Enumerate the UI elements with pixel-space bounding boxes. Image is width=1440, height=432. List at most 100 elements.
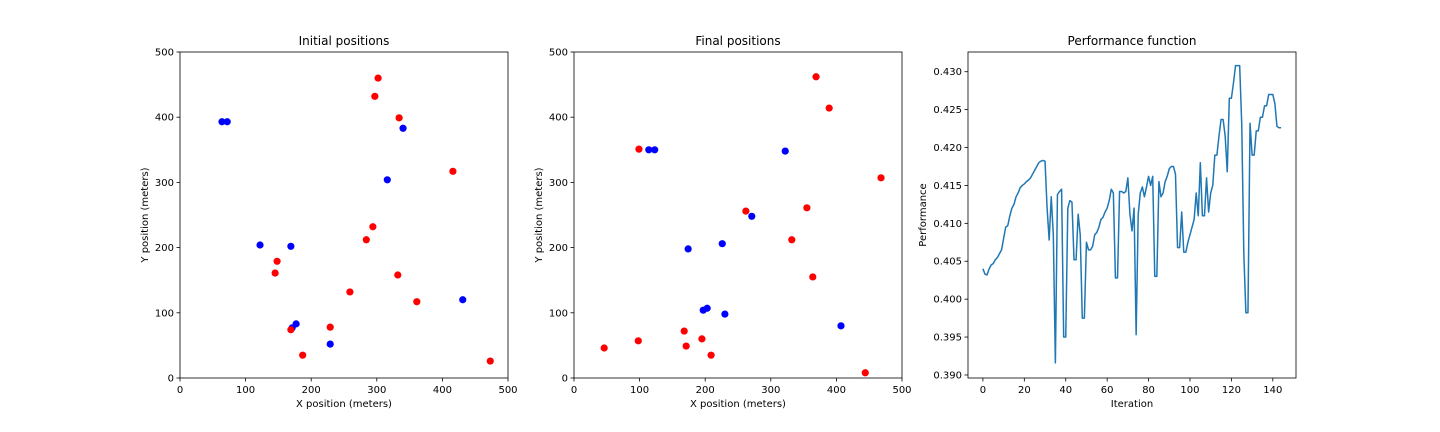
chart-title: Final positions — [695, 34, 780, 48]
point — [362, 236, 370, 244]
point — [837, 322, 845, 330]
x-tick-label: 0 — [177, 385, 183, 396]
y-tick-label: 0.390 — [933, 370, 962, 381]
point — [703, 304, 711, 312]
point — [634, 337, 642, 345]
x-tick-label: 200 — [696, 385, 715, 396]
x-tick-label: 500 — [498, 385, 517, 396]
x-tick-label: 100 — [1180, 385, 1199, 396]
point — [413, 298, 421, 306]
y-tick-label: 0.425 — [933, 105, 962, 116]
y-tick-label: 500 — [549, 48, 568, 59]
point — [748, 212, 756, 220]
point — [299, 351, 307, 359]
point — [371, 92, 379, 100]
x-tick-label: 500 — [892, 385, 911, 396]
y-tick-label: 0.430 — [933, 67, 962, 78]
x-tick-label: 200 — [302, 385, 321, 396]
point — [273, 257, 281, 265]
x-tick-label: 100 — [236, 385, 255, 396]
point — [861, 369, 869, 377]
x-tick-label: 40 — [1059, 385, 1072, 396]
point — [287, 326, 295, 334]
point — [383, 176, 391, 184]
y-axis-label: Y position (meters) — [534, 167, 545, 263]
x-tick-label: 120 — [1222, 385, 1241, 396]
x-axis-label: X position (meters) — [296, 399, 392, 410]
point — [459, 296, 467, 304]
point — [718, 240, 726, 248]
x-tick-label: 80 — [1142, 385, 1155, 396]
point — [486, 357, 494, 365]
point — [707, 351, 715, 359]
line-series — [982, 64, 1282, 364]
point — [395, 114, 403, 122]
point — [271, 269, 279, 277]
point — [326, 323, 334, 331]
point — [256, 241, 264, 249]
x-tick-label: 20 — [1018, 385, 1031, 396]
point — [803, 204, 811, 212]
y-tick-label: 0.405 — [933, 257, 962, 268]
y-tick-label: 200 — [155, 243, 174, 254]
axes-frame — [967, 51, 1297, 379]
y-tick-label: 0.395 — [933, 333, 962, 344]
y-tick-label: 0.400 — [933, 295, 962, 306]
x-axis-label: X position (meters) — [690, 399, 786, 410]
x-tick-label: 0 — [571, 385, 577, 396]
y-tick-label: 0 — [168, 374, 174, 385]
y-tick-label: 500 — [155, 48, 174, 59]
point — [721, 310, 729, 318]
y-tick-label: 300 — [155, 178, 174, 189]
point — [645, 146, 653, 154]
point — [877, 174, 885, 182]
point — [651, 146, 659, 154]
point — [374, 74, 382, 82]
y-tick-label: 0.410 — [933, 219, 962, 230]
x-tick-label: 60 — [1101, 385, 1114, 396]
point — [812, 73, 820, 81]
point — [680, 327, 688, 335]
point — [635, 145, 643, 153]
axes-frame — [573, 51, 903, 379]
x-tick-label: 400 — [433, 385, 452, 396]
y-tick-label: 300 — [549, 178, 568, 189]
y-tick-label: 400 — [155, 113, 174, 124]
x-tick-label: 0 — [980, 385, 986, 396]
y-tick-label: 100 — [155, 308, 174, 319]
point — [781, 147, 789, 155]
point — [394, 271, 402, 279]
point — [788, 236, 796, 244]
point — [809, 273, 817, 281]
y-tick-label: 0.420 — [933, 143, 962, 154]
x-tick-label: 140 — [1263, 385, 1282, 396]
y-tick-label: 0.415 — [933, 181, 962, 192]
point — [346, 288, 354, 296]
y-tick-label: 400 — [549, 113, 568, 124]
y-tick-label: 100 — [549, 308, 568, 319]
point — [600, 344, 608, 352]
point — [223, 118, 231, 126]
point — [326, 340, 334, 348]
y-tick-label: 200 — [549, 243, 568, 254]
point — [682, 342, 690, 350]
point — [399, 124, 407, 132]
point — [287, 242, 295, 250]
x-tick-label: 100 — [630, 385, 649, 396]
chart-title: Performance function — [1068, 34, 1197, 48]
y-axis-label: Performance — [918, 183, 929, 246]
x-tick-label: 400 — [827, 385, 846, 396]
y-tick-label: 0 — [562, 374, 568, 385]
point — [698, 335, 706, 343]
x-axis-label: Iteration — [1111, 399, 1153, 410]
x-tick-label: 300 — [367, 385, 386, 396]
point — [218, 118, 226, 126]
point — [369, 223, 377, 231]
x-tick-label: 300 — [761, 385, 780, 396]
point — [449, 167, 457, 175]
point — [742, 207, 750, 215]
chart-title: Initial positions — [299, 34, 390, 48]
y-axis-label: Y position (meters) — [140, 167, 151, 263]
